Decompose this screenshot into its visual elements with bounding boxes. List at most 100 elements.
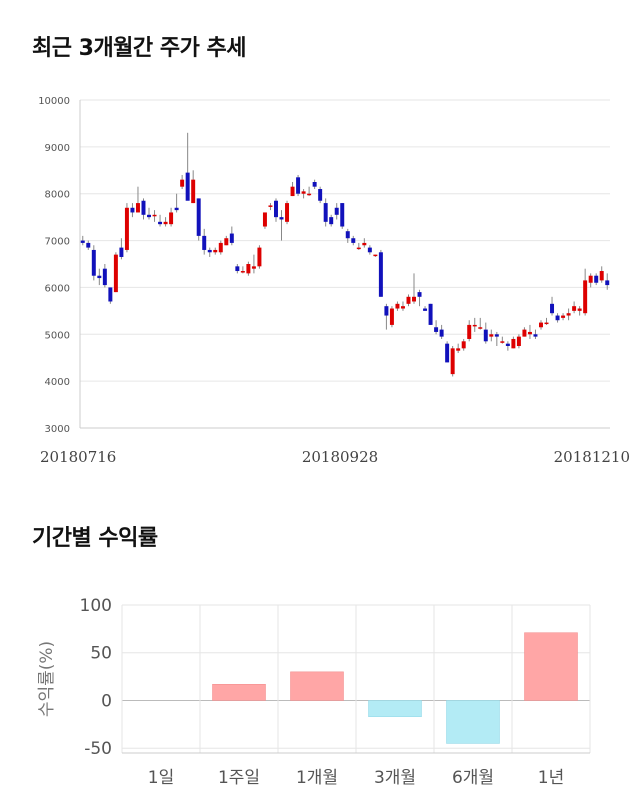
candle-body bbox=[329, 217, 334, 225]
candle-body bbox=[500, 341, 505, 343]
candle-body bbox=[555, 315, 560, 321]
candle-body bbox=[483, 329, 488, 342]
x-tick-label: 1년 bbox=[538, 768, 564, 788]
candle-body bbox=[378, 252, 383, 297]
candle-body bbox=[279, 217, 284, 220]
candle-body bbox=[494, 334, 499, 337]
candle-body bbox=[185, 172, 190, 201]
candle-body bbox=[141, 200, 146, 215]
candle-body bbox=[577, 308, 582, 311]
candle-body bbox=[213, 249, 218, 253]
candle-body bbox=[384, 306, 389, 316]
y-tick-label: 5000 bbox=[45, 330, 70, 341]
candle-body bbox=[251, 266, 256, 269]
candle-body bbox=[235, 266, 240, 272]
candle-body bbox=[445, 343, 450, 363]
candle-body bbox=[527, 331, 532, 335]
candle-body bbox=[246, 264, 251, 274]
y-tick-label: 6000 bbox=[45, 283, 70, 294]
stock-candlestick-chart: 3000 4000 5000 6000 7000 8000 9000 10000 2018071… bbox=[38, 96, 630, 466]
y-tick-label: 4000 bbox=[45, 377, 70, 388]
x-tick-label: 1일 bbox=[148, 768, 174, 788]
candle-body bbox=[169, 212, 174, 225]
returns-bar-chart: 100 50 0 -50 수익률(%) 1일 1주일 1개월 3개월 6개월 1년 bbox=[37, 596, 591, 788]
candle-body bbox=[605, 280, 610, 286]
candle-body bbox=[389, 308, 394, 325]
candle-body bbox=[367, 247, 372, 253]
return-bar bbox=[524, 632, 578, 701]
candle-body bbox=[180, 179, 185, 187]
candle-body bbox=[588, 275, 593, 283]
candle-body bbox=[461, 341, 466, 349]
candle-body bbox=[439, 329, 444, 337]
candle-body bbox=[340, 203, 345, 227]
candle-body bbox=[412, 296, 416, 302]
candle-body bbox=[130, 207, 135, 213]
candle-body bbox=[262, 212, 267, 227]
candle-body bbox=[561, 315, 566, 318]
candle-body bbox=[312, 182, 317, 187]
candle-body bbox=[472, 324, 477, 327]
x-tick-label: 3개월 bbox=[374, 768, 416, 788]
candle-body bbox=[218, 242, 223, 253]
candle-body bbox=[572, 306, 577, 311]
candle-body bbox=[91, 249, 96, 276]
candle-body bbox=[599, 271, 604, 281]
candle-body bbox=[285, 203, 290, 222]
x-tick-label: 6개월 bbox=[452, 768, 494, 788]
candle-body bbox=[229, 233, 234, 243]
candle-body bbox=[257, 247, 262, 267]
candle-body bbox=[362, 242, 367, 246]
returns-chart-title: 기간별 수익률 bbox=[32, 526, 158, 551]
candle-body bbox=[373, 254, 378, 257]
candle-body bbox=[456, 348, 461, 351]
candle-body bbox=[307, 193, 312, 196]
candle-body bbox=[152, 214, 157, 217]
candle-body bbox=[533, 334, 538, 337]
candle-body bbox=[268, 205, 273, 207]
candle-body bbox=[119, 247, 124, 257]
candle-body bbox=[356, 247, 361, 250]
return-bar bbox=[212, 684, 266, 701]
y-tick-label: 7000 bbox=[45, 237, 70, 248]
candle-body bbox=[124, 207, 129, 250]
candle-body bbox=[489, 334, 494, 337]
candle-body bbox=[505, 343, 510, 346]
candle-body bbox=[516, 336, 521, 346]
candle-body bbox=[522, 329, 527, 337]
y-tick-label: 10000 bbox=[38, 96, 70, 107]
candle-body bbox=[113, 254, 118, 293]
candle-body bbox=[274, 200, 278, 218]
y-tick-label: 3000 bbox=[45, 424, 70, 435]
y-tick-label: -50 bbox=[84, 739, 112, 759]
candle-body bbox=[191, 179, 196, 204]
candle-body bbox=[323, 203, 328, 222]
candle-body bbox=[566, 313, 571, 316]
candle-body bbox=[434, 327, 439, 332]
candle-body bbox=[86, 242, 91, 248]
candle-body bbox=[450, 348, 455, 375]
y-axis-label: 수익률(%) bbox=[37, 641, 57, 717]
candle-body bbox=[594, 275, 599, 283]
candle-body bbox=[351, 238, 356, 243]
candle-body bbox=[417, 292, 422, 297]
candle-body bbox=[539, 322, 543, 328]
candle-body bbox=[318, 189, 323, 201]
candle-body bbox=[102, 268, 107, 286]
candle-body bbox=[400, 306, 405, 309]
return-bar bbox=[446, 700, 500, 744]
candle-body bbox=[174, 207, 179, 211]
candle-body bbox=[196, 198, 201, 236]
x-tick-label: 1개월 bbox=[296, 768, 338, 788]
candle-body bbox=[224, 238, 229, 246]
x-tick-label: 20180928 bbox=[302, 448, 378, 466]
y-tick-label: 50 bbox=[90, 644, 112, 664]
y-tick-label: 8000 bbox=[45, 190, 70, 201]
candle-body bbox=[467, 324, 472, 339]
candle-body bbox=[207, 249, 212, 253]
candle-body bbox=[135, 203, 140, 213]
candle-body bbox=[301, 191, 306, 194]
y-tick-label: 9000 bbox=[45, 143, 70, 154]
candle-body bbox=[511, 338, 516, 349]
candle-body bbox=[296, 177, 301, 194]
